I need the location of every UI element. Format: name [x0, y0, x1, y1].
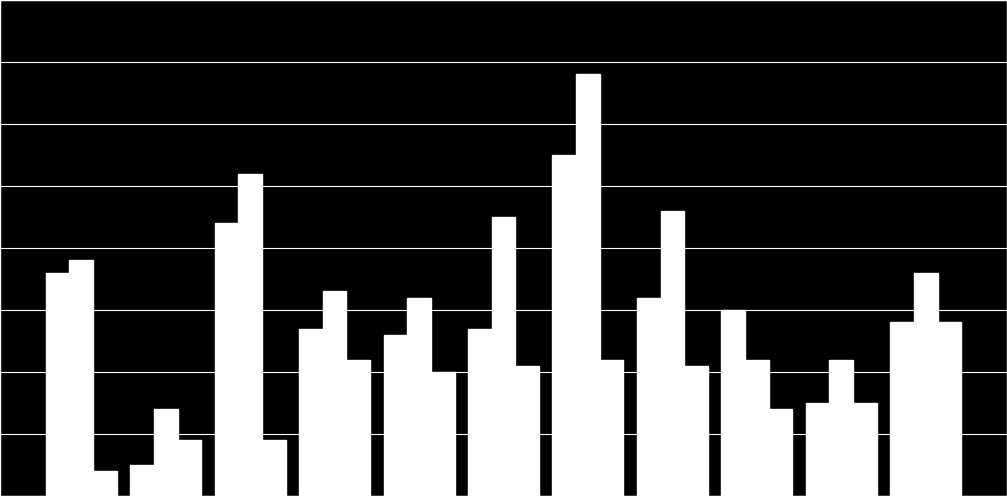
Bar [45, 273, 69, 496]
Bar [516, 366, 539, 496]
Bar [346, 360, 370, 496]
Bar [661, 211, 684, 496]
Bar [830, 360, 853, 496]
Bar [154, 409, 177, 496]
Bar [323, 291, 346, 496]
Bar [768, 409, 793, 496]
Bar [576, 74, 600, 496]
Bar [553, 155, 576, 496]
Bar [745, 360, 768, 496]
Bar [262, 440, 286, 496]
Bar [600, 360, 623, 496]
Bar [938, 322, 962, 496]
Bar [890, 322, 914, 496]
Bar [299, 328, 323, 496]
Bar [130, 465, 154, 496]
Bar [684, 366, 708, 496]
Bar [637, 298, 661, 496]
Bar [69, 260, 93, 496]
Bar [214, 223, 239, 496]
Bar [431, 372, 454, 496]
Bar [491, 217, 516, 496]
Bar [239, 174, 262, 496]
Bar [914, 273, 938, 496]
Bar [806, 403, 830, 496]
Bar [468, 328, 491, 496]
Bar [721, 310, 745, 496]
Bar [853, 403, 877, 496]
Bar [177, 440, 201, 496]
Bar [407, 298, 431, 496]
Bar [384, 335, 407, 496]
Bar [93, 471, 117, 496]
